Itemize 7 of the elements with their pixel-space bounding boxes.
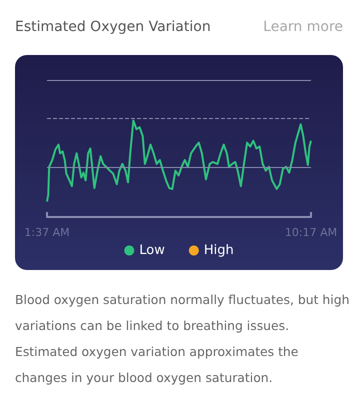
text: Blood oxygen saturation normally fluctuates, but high variations can be linked to breathing issues. Estimated oxygen variation approximates the changes in your blood oxygen saturation. (15, 291, 350, 387)
legend-label: High (204, 243, 234, 258)
text: Learn more (263, 19, 343, 35)
x-tick-label: 1:37 AM (24, 226, 70, 239)
chart-title: Estimated Oxygen Variation (15, 19, 211, 35)
x-tick-label: 10:17 AM (284, 226, 338, 239)
legend-label: Low (139, 243, 166, 258)
